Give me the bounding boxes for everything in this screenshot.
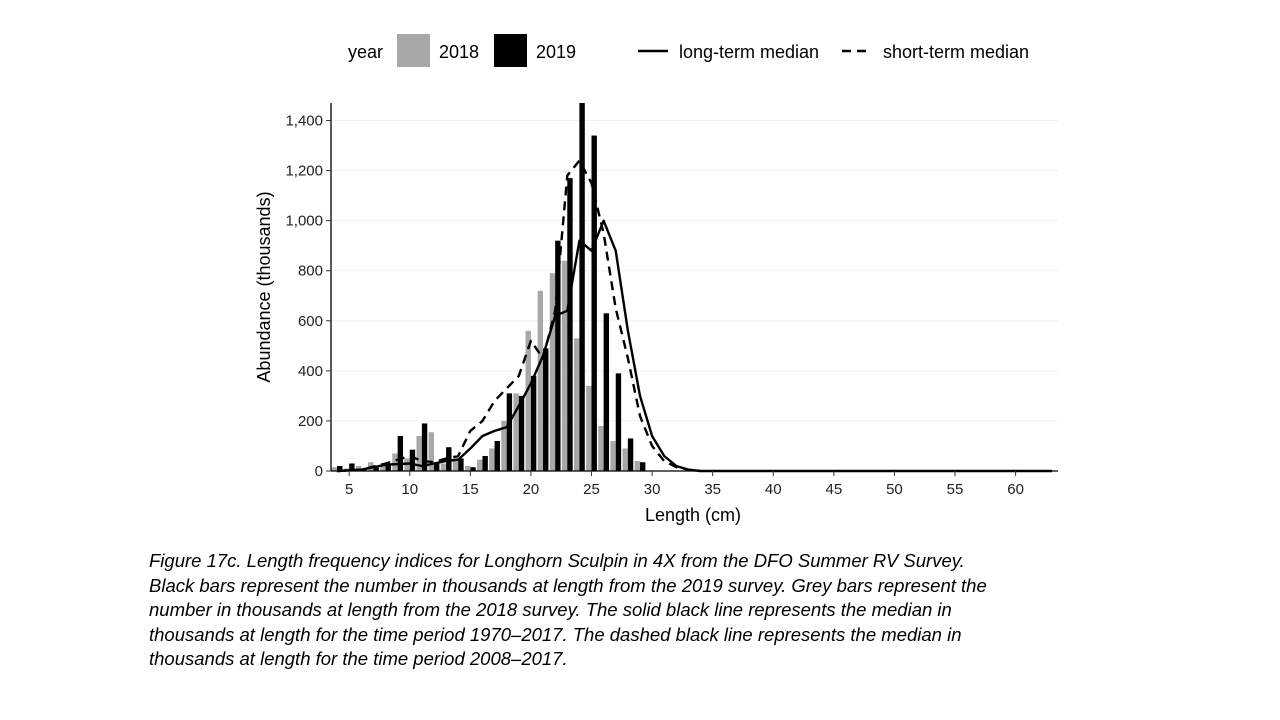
bar-2019 — [530, 375, 537, 471]
legend-swatch-2018 — [397, 34, 430, 67]
bar-2018 — [501, 420, 507, 471]
bar-2019 — [555, 240, 561, 471]
bar-2018 — [610, 440, 616, 471]
y-tick-label: 800 — [298, 263, 323, 280]
bar-2018 — [525, 330, 531, 471]
y-tick-label: 0 — [315, 463, 323, 480]
y-tick-label: 1,000 — [285, 213, 323, 230]
gridlines — [331, 120, 1058, 472]
bar-2019 — [433, 463, 440, 471]
bar-2019 — [409, 449, 416, 471]
bar-2018 — [586, 385, 592, 471]
legend-label: 2018 — [439, 42, 479, 62]
y-tick-label: 400 — [298, 363, 323, 380]
x-tick-label: 30 — [644, 481, 661, 498]
bar-2019 — [349, 463, 355, 471]
bar-2018 — [416, 435, 422, 471]
bar-2019 — [579, 103, 585, 471]
y-axis-title: Abundance (thousands) — [254, 191, 274, 382]
bar-2019 — [494, 440, 500, 471]
figure-caption: Figure 17c. Length frequency indices for… — [149, 549, 1149, 672]
x-tick-label: 15 — [462, 481, 479, 498]
x-axis-title: Length (cm) — [645, 505, 741, 525]
bar-2019 — [421, 423, 428, 471]
legend-label: long-term median — [679, 42, 819, 62]
bar-2018 — [489, 448, 495, 471]
y-tick-label: 600 — [298, 313, 323, 330]
x-tick-label: 40 — [765, 481, 782, 498]
median-lines — [337, 159, 1052, 473]
bar-2018 — [440, 463, 447, 471]
legend-title: year — [348, 42, 383, 62]
bar-2019 — [518, 395, 525, 471]
bar-2018 — [355, 465, 362, 471]
bar-2019 — [397, 435, 404, 471]
caption-line: thousands at length for the time period … — [149, 648, 568, 669]
x-tick-label: 45 — [825, 481, 842, 498]
bar-2018 — [477, 459, 483, 471]
bar-2019 — [615, 373, 622, 471]
bar-2018 — [428, 432, 434, 471]
bar-2019 — [373, 467, 379, 471]
bar-2018 — [537, 290, 544, 471]
short-term-median-line — [337, 159, 701, 473]
y-tick-label: 1,400 — [285, 113, 323, 130]
bar-2019 — [567, 178, 573, 471]
bar-2019 — [543, 348, 549, 471]
y-tick-label: 200 — [298, 413, 323, 430]
x-tick-label: 5 — [345, 481, 353, 498]
bar-2018 — [561, 260, 568, 471]
x-tick-label: 20 — [523, 481, 540, 498]
chart-legend: year 2018 2019 long-term median short-term m… — [348, 34, 1029, 67]
axes: 0 200 400 600 800 1,000 1,200 1,400 5 10 15 20 25 30 3… — [285, 103, 1058, 498]
y-tick-label: 1,200 — [285, 163, 323, 180]
legend-label: 2019 — [536, 42, 576, 62]
bar-2018 — [513, 393, 519, 471]
legend-swatch-2019 — [494, 34, 527, 67]
bar-2019 — [458, 458, 464, 471]
bar-2018 — [573, 338, 580, 471]
x-tick-label: 50 — [886, 481, 903, 498]
bar-2019 — [446, 447, 452, 471]
x-tick-label: 35 — [704, 481, 721, 498]
bar-2019 — [337, 465, 343, 471]
bar-2019 — [482, 455, 488, 471]
caption-line: Figure 17c. Length frequency indices for… — [149, 550, 965, 571]
x-tick-label: 60 — [1007, 481, 1024, 498]
bar-2019 — [627, 438, 634, 471]
legend-label: short-term median — [883, 42, 1029, 62]
caption-line: thousands at length for the time period … — [149, 623, 962, 645]
bar-2019 — [591, 135, 597, 471]
bar-2018 — [392, 453, 398, 471]
bar-series — [331, 103, 646, 471]
bar-2018 — [598, 425, 604, 471]
x-tick-label: 25 — [583, 481, 600, 498]
bar-2018 — [464, 465, 471, 471]
bar-2019 — [639, 462, 646, 471]
bar-2018 — [452, 455, 459, 471]
bar-2018 — [622, 448, 628, 471]
bar-2019 — [506, 393, 513, 471]
bar-2018 — [331, 467, 338, 471]
bar-2019 — [385, 464, 391, 471]
plot-area: 0 200 400 600 800 1,000 1,200 1,400 5 10 15 20 25 30 3… — [285, 103, 1058, 498]
bar-2018 — [634, 460, 640, 471]
bar-2019 — [470, 467, 476, 471]
long-term-median-line — [337, 219, 1052, 473]
caption-line: number in thousands at length from the 2… — [149, 599, 952, 620]
bar-2019 — [603, 313, 610, 471]
x-tick-label: 10 — [401, 481, 418, 498]
bar-2018 — [380, 463, 386, 471]
bar-2018 — [549, 273, 556, 471]
x-tick-label: 55 — [947, 481, 964, 498]
caption-line: Black bars represent the number in thous… — [149, 574, 987, 596]
